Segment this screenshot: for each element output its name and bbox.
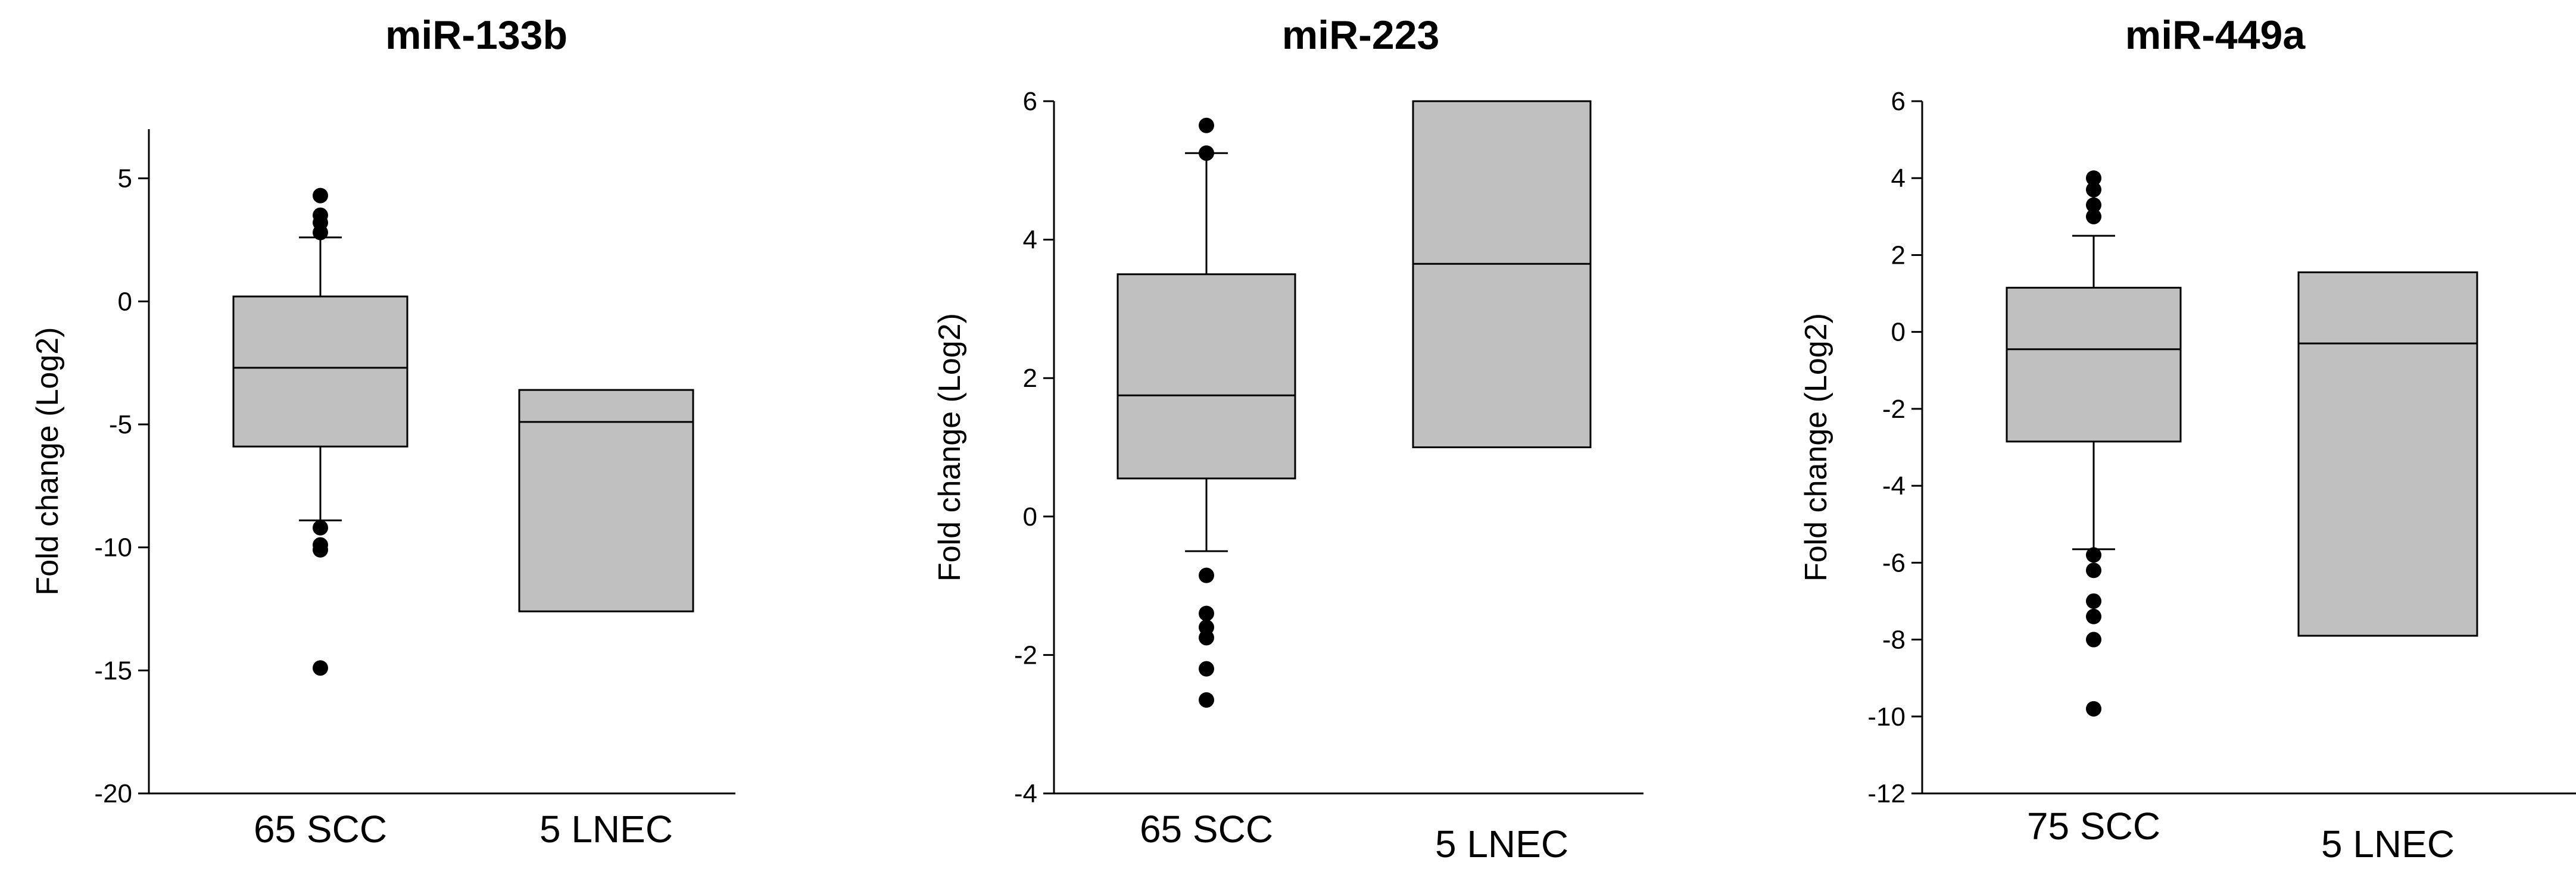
y-tick-label: 4 [1891,164,1906,193]
category-label: 65 SCC [1140,808,1273,851]
outlier-point [2086,208,2101,224]
y-tick-label: -4 [1882,471,1906,501]
outlier-point [2086,182,2101,198]
y-tick-label: 6 [1023,87,1037,116]
outlier-point [1199,630,1214,646]
y-tick-label: -10 [94,533,132,562]
outlier-point [2086,593,2101,609]
outlier-point [2086,547,2101,563]
outlier-point [313,224,328,240]
outlier-point [313,542,328,558]
y-tick-label: 0 [1891,318,1906,347]
outlier-point [313,660,328,676]
y-tick-label: -2 [1882,395,1906,424]
y-tick-label: 6 [1891,87,1906,116]
outlier-point [1199,661,1214,677]
category-label: 5 LNEC [2321,823,2455,865]
y-tick-label: -6 [1882,548,1906,577]
outlier-point [2086,632,2101,648]
box [232,295,408,448]
category-label: 75 SCC [2027,805,2160,848]
outlier-point [1199,117,1214,133]
y-tick-label: 0 [1023,502,1037,532]
box [1117,273,1296,480]
y-tick-label: 2 [1891,240,1906,270]
outlier-point [2086,170,2101,186]
outlier-point [1199,567,1214,583]
chart-title: miR-449a [2125,12,2306,58]
category-label: 65 SCC [254,808,387,851]
y-tick-label: -5 [109,410,132,439]
y-tick-label: -8 [1882,626,1906,655]
outlier-point [2086,701,2101,717]
y-tick-label: -12 [1867,779,1906,808]
y-tick-label: -20 [94,779,132,808]
outlier-point [1199,145,1214,161]
chart-title: miR-133b [385,12,567,58]
y-tick-label: -15 [94,656,132,685]
y-axis-label: Fold change (Log2) [933,313,967,582]
box [518,389,694,612]
outlier-point [2086,608,2101,624]
outlier-point [2086,197,2101,213]
y-tick-label: -2 [1014,640,1037,670]
y-tick-label: 2 [1023,364,1037,393]
y-tick-label: -10 [1867,702,1906,732]
outlier-point [1199,692,1214,708]
y-tick-label: 4 [1023,226,1037,255]
outlier-point [2086,562,2101,579]
outlier-point [313,187,328,204]
box [2006,286,2182,443]
box [2297,271,2478,637]
y-axis-label: Fold change (Log2) [30,327,65,596]
outlier-point [1199,605,1214,621]
chart-title: miR-223 [1282,12,1440,58]
box [1412,100,1592,448]
y-tick-label: -4 [1014,779,1037,808]
category-label: 5 LNEC [1435,823,1568,865]
y-tick-label: 0 [118,287,132,316]
y-axis-label: Fold change (Log2) [1799,313,1833,582]
category-label: 5 LNEC [539,808,673,851]
outlier-point [313,520,328,536]
y-tick-label: 5 [118,164,132,193]
